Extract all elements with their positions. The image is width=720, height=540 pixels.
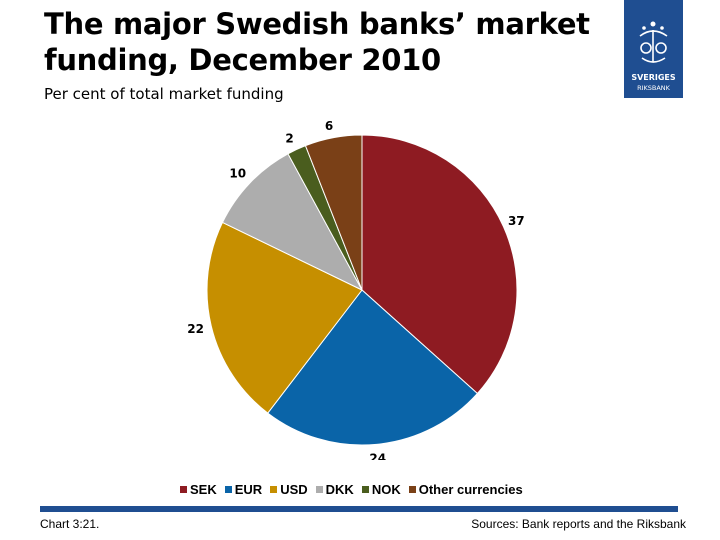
pie-slice-sek (361, 134, 518, 395)
riksbank-crest-icon: SVERIGES RIKSBANK (631, 21, 676, 92)
legend-swatch (180, 485, 187, 493)
chart-legend: SEK EUR USD DKK NOK Other currencies (180, 479, 531, 499)
riksbank-logo: SVERIGES RIKSBANK (624, 0, 683, 98)
legend-item-nok: NOK (361, 481, 401, 497)
legend-item-dkk: DKK (315, 481, 354, 497)
legend-label: NOK (371, 481, 401, 497)
data-label-dkk: 10 (229, 166, 246, 180)
data-label-nok: 2 (285, 132, 293, 146)
legend-item-sek: SEK (180, 482, 217, 497)
chart-number: Chart 3:21. (40, 517, 100, 531)
chart-subtitle: Per cent of total market funding (44, 85, 284, 103)
data-label-usd: 22 (187, 322, 204, 336)
legend-label: DKK (325, 481, 354, 497)
pie-slice-other-currencies (304, 134, 363, 291)
legend-label: USD (280, 481, 308, 497)
legend-swatch (408, 485, 416, 493)
legend-label: EUR (234, 481, 263, 497)
legend-swatch (270, 485, 278, 493)
chart-title: The major Swedish banks’ market funding,… (44, 7, 590, 77)
pie-slice-usd (206, 221, 363, 414)
logo-text-line1: SVERIGES (631, 73, 676, 82)
pie-chart: 37 24 22 10 2 6 (187, 120, 525, 460)
data-label-other-currencies: 6 (325, 120, 333, 133)
pie-slice-eur (267, 289, 479, 446)
legend-label: Other currencies (418, 481, 523, 497)
legend-item-other-currencies: Other currencies (408, 481, 523, 497)
data-label-sek: 37 (508, 214, 525, 228)
legend-label: SEK (190, 481, 217, 497)
bottom-divider (40, 506, 678, 512)
logo-text-line2: RIKSBANK (637, 84, 671, 92)
sources-note: Sources: Bank reports and the Riksbank (471, 517, 686, 531)
legend-item-usd: USD (270, 481, 308, 497)
legend-item-eur: EUR (224, 481, 263, 497)
legend-swatch (315, 485, 323, 493)
data-label-eur: 24 (369, 451, 386, 460)
pie-slice-dkk (221, 153, 364, 292)
legend-swatch (224, 485, 232, 493)
legend-swatch (361, 485, 369, 493)
